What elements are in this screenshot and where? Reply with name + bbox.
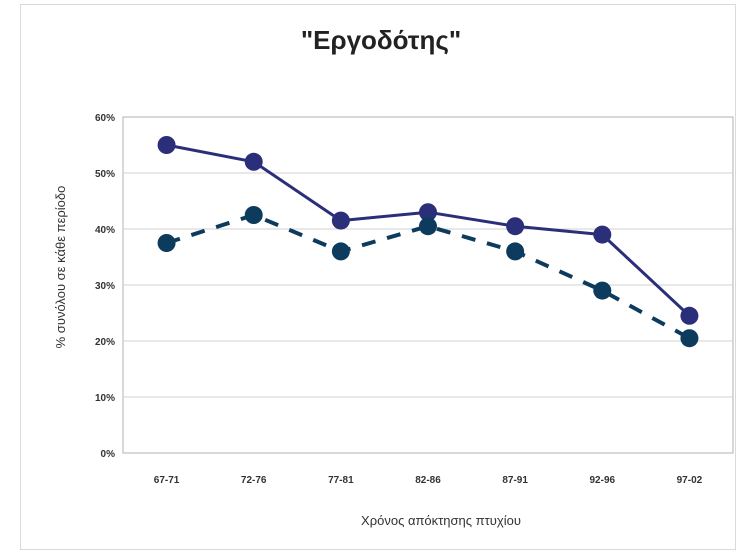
- y-tick-label: 10%: [95, 393, 115, 404]
- series-1-point: [593, 226, 611, 244]
- x-axis-ticks: 67-71 72-76 77-81 82-86 87-91 92-96 97-02: [154, 475, 703, 486]
- series-2-point: [158, 234, 176, 252]
- series-2-point: [245, 206, 263, 224]
- y-tick-label: 40%: [95, 225, 115, 236]
- series-1-point: [506, 217, 524, 235]
- chart-canvas: "Εργοδότης" 0% 10% 20% 30% 40% 50% 60% 67-71 72…: [21, 5, 737, 551]
- x-tick-label: 87-91: [502, 475, 528, 486]
- y-tick-label: 30%: [95, 281, 115, 292]
- x-tick-label: 67-71: [154, 475, 180, 486]
- series-1-point: [245, 153, 263, 171]
- y-axis-ticks: 0% 10% 20% 30% 40% 50% 60%: [95, 113, 115, 460]
- series-1-point: [332, 212, 350, 230]
- y-tick-label: 20%: [95, 337, 115, 348]
- x-tick-label: 97-02: [677, 475, 703, 486]
- series-1-point: [680, 307, 698, 325]
- y-axis-label: % συνόλου σε κάθε περίοδο: [53, 186, 68, 349]
- series-2-point: [332, 242, 350, 260]
- x-axis-label: Χρόνος απόκτησης πτυχίου: [361, 513, 521, 528]
- y-tick-label: 50%: [95, 169, 115, 180]
- x-tick-label: 77-81: [328, 475, 354, 486]
- series-2-point: [506, 242, 524, 260]
- y-tick-label: 0%: [101, 449, 116, 460]
- x-tick-label: 72-76: [241, 475, 267, 486]
- series-2-point: [593, 282, 611, 300]
- series-1-point: [158, 136, 176, 154]
- y-tick-label: 60%: [95, 113, 115, 124]
- x-tick-label: 92-96: [589, 475, 615, 486]
- chart-frame: "Εργοδότης" 0% 10% 20% 30% 40% 50% 60% 67-71 72…: [20, 4, 736, 550]
- x-tick-label: 82-86: [415, 475, 441, 486]
- series-2-point: [419, 217, 437, 235]
- series-2-point: [680, 329, 698, 347]
- chart-title: "Εργοδότης": [301, 25, 461, 55]
